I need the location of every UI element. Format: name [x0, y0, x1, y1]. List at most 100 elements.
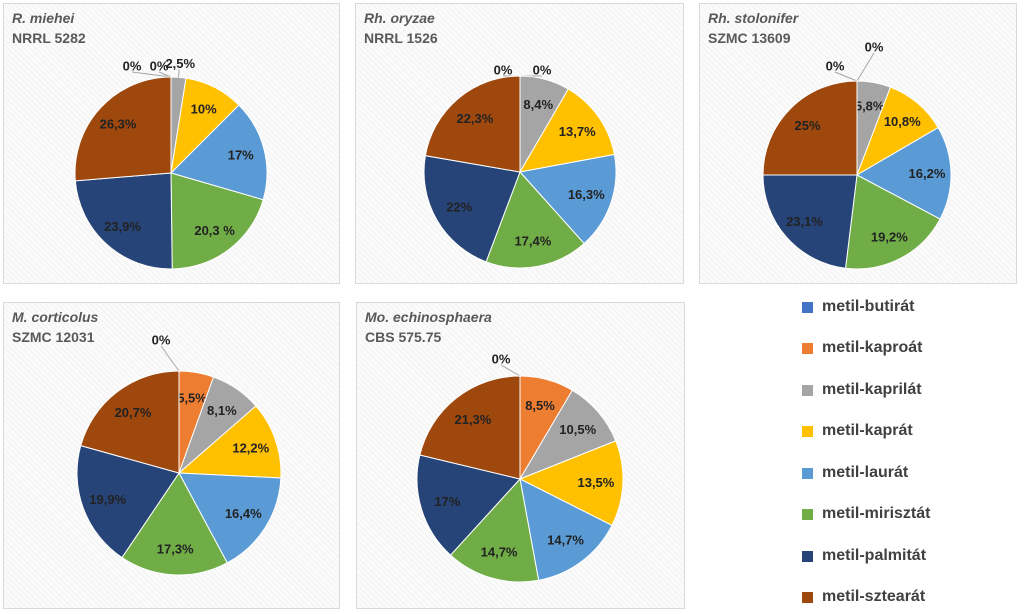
- pie-slice-metil-sztearat: [762, 80, 858, 176]
- data-label: 10,8%: [884, 114, 921, 129]
- data-label: 17%: [228, 148, 254, 163]
- leader-line: [160, 345, 180, 372]
- legend-swatch: [802, 591, 813, 603]
- pie-slice-metil-sztearat: [74, 76, 172, 182]
- chart-subtitle: NRRL 1526: [364, 30, 438, 46]
- pie-slice-metil-mirisztat: [844, 174, 941, 270]
- data-label: 12,2%: [232, 441, 269, 456]
- pie-slice-metil-sztearat: [419, 375, 521, 480]
- chart-title: Rh. oryzae: [364, 10, 435, 26]
- legend-label: metil-laurát: [822, 464, 909, 481]
- legend-item: metil-mirisztát: [802, 503, 930, 525]
- data-label: 8,4%: [523, 97, 553, 112]
- legend-item: metil-laurát: [802, 462, 908, 484]
- chart-title: R. miehei: [12, 10, 75, 26]
- data-label: 21,3%: [454, 412, 491, 427]
- legend-swatch: [802, 550, 813, 562]
- pie-slice-metil-palmitat: [76, 445, 180, 559]
- data-label: 0%: [865, 40, 884, 55]
- legend-label: metil-sztearát: [822, 588, 926, 605]
- pie-slice-metil-palmitat: [74, 172, 173, 270]
- data-label: 0%: [533, 63, 552, 78]
- legend-swatch: [802, 342, 813, 354]
- data-label: 25%: [795, 118, 821, 133]
- data-label: 20,3 %: [194, 223, 235, 238]
- legend-label: metil-mirisztát: [822, 505, 931, 522]
- pie-chart-rh-stolonifer: 0% 0% 5,8%10,8% 16,2% 19,2% 23,1% 25%: [762, 40, 952, 270]
- pie-slice-metil-laurat: [519, 153, 617, 245]
- data-label: 23,9%: [104, 219, 141, 234]
- pie-chart-panel-mo-echinosphaera: 0% 8,5% 10,5% 13,5% 14,7% 14,7% 17% 21,3% Mo. e…: [356, 302, 685, 609]
- pie-chart-r-miehei: 0% 0%2,5%10%17%20,3 %23,9%26,3%: [74, 56, 268, 270]
- chart-subtitle: CBS 575.75: [365, 329, 442, 345]
- pie-slice-metil-palmitat: [416, 454, 521, 556]
- data-label: 20,7%: [115, 405, 152, 420]
- leader-line: [178, 69, 180, 78]
- pie-slice-metil-palmitat: [762, 174, 858, 269]
- pie-slice-metil-sztearat: [80, 370, 180, 474]
- leader-line: [131, 71, 172, 78]
- pie-slice-metil-laurat: [170, 104, 268, 201]
- data-label: 0%: [123, 59, 142, 74]
- leader-line: [834, 71, 858, 82]
- data-label: 5,5%: [177, 391, 207, 406]
- legend-item: metil-butirát: [802, 296, 914, 318]
- legend-item: metil-sztearát: [802, 586, 925, 608]
- legend-label: metil-butirát: [822, 298, 915, 315]
- data-label: 8,5%: [525, 398, 555, 413]
- pie-slice-metil-mirisztat: [121, 472, 228, 576]
- pie-chart-panel-rh-oryzae: 0% 0% 8,4% 13,7% 16,3% 17,4% 22% 22,3% Rh. oryz…: [355, 3, 684, 284]
- pie-chart-panel-r-miehei: 0% 0% 2,5% 10% 17% 20,3 % 23,9% 26,3% R. miehei…: [3, 3, 340, 284]
- chart-title: M. corticolus: [12, 309, 99, 325]
- pie-slice-metil-mirisztat: [170, 172, 264, 270]
- legend-label: metil-palmitát: [822, 547, 927, 564]
- legend-label: metil-kaproát: [822, 339, 923, 356]
- pie-chart-panel-rh-stolonifer: 0% 0% 5,8% 10,8% 16,2% 19,2% 23,1% 25% Rh. stol…: [699, 3, 1017, 284]
- data-label: 0%: [494, 63, 513, 78]
- legend-swatch: [802, 301, 813, 313]
- data-label: 16,4%: [225, 506, 262, 521]
- data-label: 0%: [152, 333, 171, 348]
- leader-line: [158, 71, 172, 78]
- legend-swatch: [802, 425, 813, 437]
- data-label: 8,1%: [207, 403, 237, 418]
- data-label: 13,5%: [577, 475, 614, 490]
- data-label: 16,3%: [568, 187, 605, 202]
- pie-slice-metil-mirisztat: [449, 477, 540, 583]
- legend-swatch: [802, 508, 813, 520]
- chart-title: Mo. echinosphaera: [365, 309, 492, 325]
- pie-slice-metil-laurat: [178, 472, 282, 564]
- legend-swatch: [802, 384, 813, 396]
- pie-chart-panel-m-corticolus: 0% 5,5% 8,1% 12,2% 16,4% 17,3% 19,9% 20,7% M. c…: [3, 302, 340, 609]
- legend-item: metil-kaprilát: [802, 379, 922, 401]
- legend-item: metil-kaprát: [802, 420, 913, 442]
- data-label: 5,8%: [855, 99, 885, 114]
- leader-line: [500, 364, 521, 377]
- pie-slice-metil-mirisztat: [485, 171, 585, 269]
- data-label: 22,3%: [456, 111, 493, 126]
- data-label: 14,7%: [481, 545, 518, 560]
- data-label: 19,9%: [89, 492, 126, 507]
- chart-subtitle: SZMC 12031: [12, 329, 95, 345]
- chart-subtitle: SZMC 13609: [708, 30, 791, 46]
- data-label: 19,2%: [871, 230, 908, 245]
- legend-item: metil-kaproát: [802, 337, 922, 359]
- data-label: 26,3%: [100, 117, 137, 132]
- data-label: 10%: [191, 101, 217, 116]
- pie-slice-metil-laurat: [519, 478, 613, 581]
- legend-item: metil-palmitát: [802, 545, 926, 567]
- pie-chart-m-corticolus: 0% 5,5%8,1% 12,2% 16,4% 17,3% 19,9% 20,7%: [76, 333, 282, 576]
- pie-chart-mo-echinosphaera: 0% 8,5% 10,5% 13,5% 14,7% 14,7% 17% 21,3%: [416, 352, 624, 583]
- pie-slice-metil-kaprat: [518, 440, 624, 527]
- data-label: 22%: [446, 199, 472, 214]
- data-label: 17,3%: [157, 541, 194, 556]
- pie-slice-metil-kaprilat: [518, 389, 617, 481]
- leader-line: [856, 52, 875, 82]
- pie-slice-metil-palmitat: [423, 155, 521, 263]
- chart-title: Rh. stolonifer: [708, 10, 799, 26]
- data-label: 0%: [492, 352, 511, 367]
- data-label: 14,7%: [547, 532, 584, 547]
- data-label: 17,4%: [514, 233, 551, 248]
- legend-label: metil-kaprilát: [822, 381, 922, 398]
- pie-slice-metil-sztearat: [424, 75, 521, 173]
